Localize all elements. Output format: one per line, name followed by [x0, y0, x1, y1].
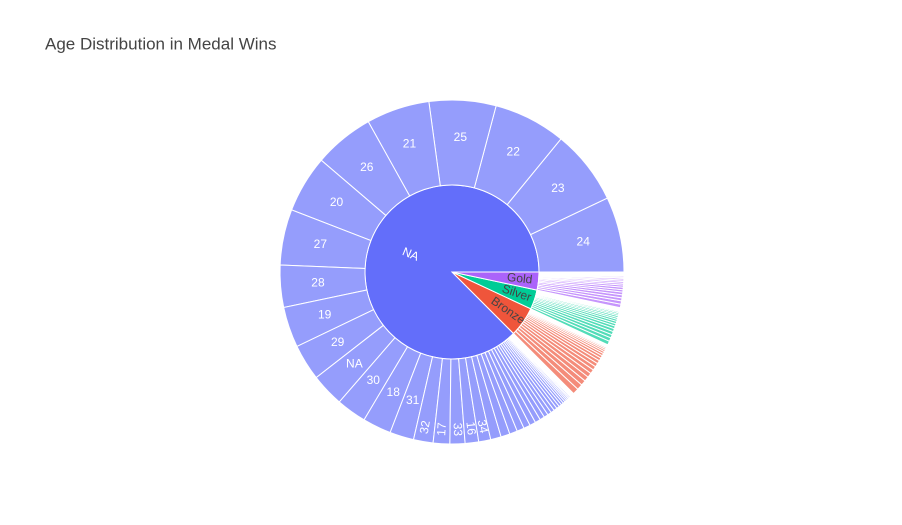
outer-label: 17: [434, 422, 449, 437]
outer-label: 31: [406, 393, 420, 407]
outer-label: 25: [454, 130, 468, 144]
outer-label: 23: [551, 181, 565, 195]
outer-label: 19: [318, 307, 332, 321]
outer-label: 34: [475, 419, 491, 435]
outer-label: 24: [577, 235, 591, 249]
outer-label: 26: [360, 160, 374, 174]
outer-label: 30: [367, 373, 381, 387]
outer-label: 27: [314, 237, 328, 251]
outer-label: 33: [451, 422, 465, 436]
inner-label: Gold: [506, 270, 533, 287]
outer-label: 29: [331, 335, 345, 349]
outer-label: 32: [417, 419, 433, 435]
outer-label: 22: [507, 144, 521, 158]
outer-label: 20: [330, 195, 344, 209]
outer-label: 18: [387, 385, 401, 399]
outer-label: 28: [311, 275, 325, 289]
outer-label: NA: [346, 357, 363, 371]
outer-label: 21: [403, 137, 417, 151]
inner-label: NA: [400, 244, 421, 263]
chart-title: Age Distribution in Medal Wins: [45, 34, 276, 53]
outer-label: 16: [463, 421, 478, 436]
